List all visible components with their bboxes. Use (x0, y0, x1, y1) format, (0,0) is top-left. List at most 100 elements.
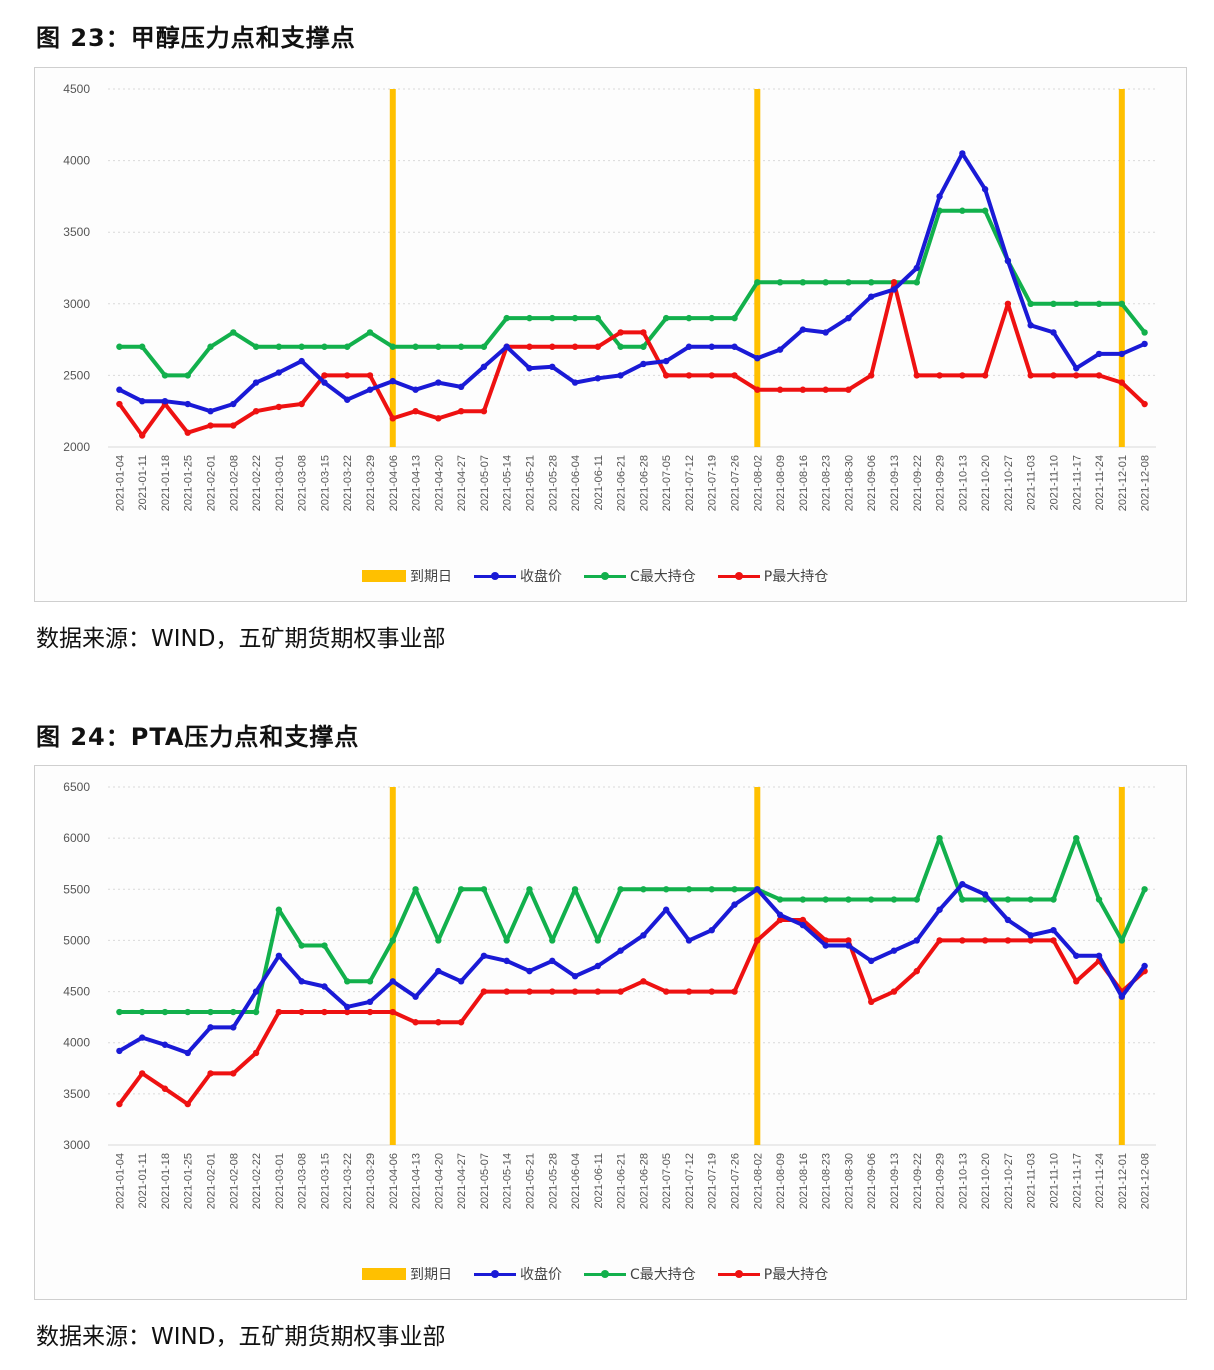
data-point (799, 916, 807, 924)
data-point (981, 207, 989, 214)
data-point (1073, 952, 1080, 959)
x-tick-label: 2021-03-01 (274, 455, 286, 511)
data-point (640, 343, 647, 350)
data-point (845, 937, 852, 944)
data-point (822, 942, 829, 949)
data-point (1027, 372, 1034, 379)
data-point (366, 998, 374, 1005)
x-tick-label: 2021-03-29 (365, 455, 377, 511)
data-point (275, 369, 283, 376)
x-tick-label: 2021-08-09 (775, 1153, 787, 1209)
data-point (389, 937, 396, 944)
data-point (776, 346, 784, 353)
figure-24-source: 数据来源：WIND，五矿期货期权事业部 (36, 1324, 446, 1350)
data-point (526, 314, 533, 322)
data-point (1118, 379, 1126, 386)
data-point (1095, 896, 1103, 903)
data-point (412, 408, 419, 415)
data-point (412, 1019, 419, 1026)
x-tick-label: 2021-11-03 (1026, 1153, 1038, 1208)
x-tick-label: 2021-07-12 (684, 1153, 696, 1209)
data-point (617, 343, 624, 350)
x-tick-label: 2021-10-27 (1003, 455, 1015, 511)
data-point (321, 942, 328, 949)
data-point (503, 343, 510, 350)
data-point (594, 988, 602, 995)
data-point (617, 988, 624, 995)
data-point (662, 372, 670, 379)
x-tick-label: 2021-03-08 (297, 1153, 309, 1209)
data-point (936, 193, 943, 200)
x-tick-label: 2021-08-16 (798, 455, 810, 511)
y-tick-label: 4500 (63, 985, 90, 999)
data-point (503, 988, 510, 995)
legend-close: 收盘价 (474, 566, 562, 586)
x-tick-label: 2021-01-18 (160, 1153, 172, 1209)
data-point (252, 343, 260, 350)
series-line (119, 208, 1147, 378)
data-point (503, 937, 510, 944)
series-line (118, 882, 1147, 1055)
data-point (344, 343, 351, 350)
x-tick-label: 2021-01-25 (183, 455, 195, 511)
data-point (1095, 952, 1103, 959)
data-point (981, 186, 989, 193)
data-point (503, 957, 510, 965)
data-point (161, 1008, 169, 1016)
x-tick-label: 2021-02-01 (206, 1153, 218, 1209)
data-point (207, 343, 214, 350)
data-point (662, 906, 670, 913)
x-tick-label: 2021-03-15 (319, 455, 331, 511)
data-point (457, 886, 465, 893)
data-point (344, 396, 351, 403)
data-point (526, 365, 533, 372)
data-point (435, 937, 442, 944)
data-point (116, 386, 123, 393)
data-point (116, 343, 123, 350)
legend-expiry: 到期日 (362, 1264, 452, 1284)
data-point (457, 978, 465, 985)
x-tick-label: 2021-04-20 (433, 455, 445, 511)
data-point (662, 357, 670, 365)
data-point (799, 386, 807, 393)
x-tick-label: 2021-03-15 (319, 1153, 331, 1209)
data-point (571, 988, 579, 995)
data-point (1095, 300, 1103, 307)
data-point (708, 927, 715, 934)
data-point (1050, 927, 1057, 934)
data-point (1073, 365, 1080, 372)
x-tick-label: 2021-10-13 (957, 1153, 969, 1209)
data-point (161, 1085, 169, 1092)
data-point (1118, 937, 1126, 944)
data-point (1073, 834, 1080, 842)
data-point (457, 343, 465, 350)
data-point (366, 386, 374, 393)
data-point (754, 355, 761, 362)
data-point (617, 329, 624, 336)
data-point (435, 415, 442, 422)
data-point (207, 422, 214, 429)
data-point (754, 279, 761, 286)
data-point (116, 1047, 123, 1055)
data-point (594, 375, 602, 382)
data-point (913, 372, 920, 379)
data-point (207, 408, 214, 415)
data-point (890, 279, 898, 286)
data-point (1050, 329, 1057, 336)
data-point (868, 896, 875, 903)
x-tick-label: 2021-04-27 (456, 455, 468, 511)
data-point (662, 988, 670, 995)
data-point (344, 978, 351, 985)
chart-frame-pta: 3000 3500 4000 4500 5000 5500 6000 6500 2021-01-… (34, 765, 1187, 1300)
data-point (480, 363, 488, 371)
data-point (435, 379, 442, 386)
data-point (754, 386, 761, 393)
data-point (1050, 937, 1057, 944)
data-point (1073, 372, 1080, 379)
data-point (230, 329, 237, 336)
data-point (275, 906, 283, 913)
data-point (389, 1008, 396, 1016)
x-tick-label: 2021-01-18 (160, 455, 172, 511)
data-point (138, 432, 146, 439)
data-point (799, 326, 807, 333)
